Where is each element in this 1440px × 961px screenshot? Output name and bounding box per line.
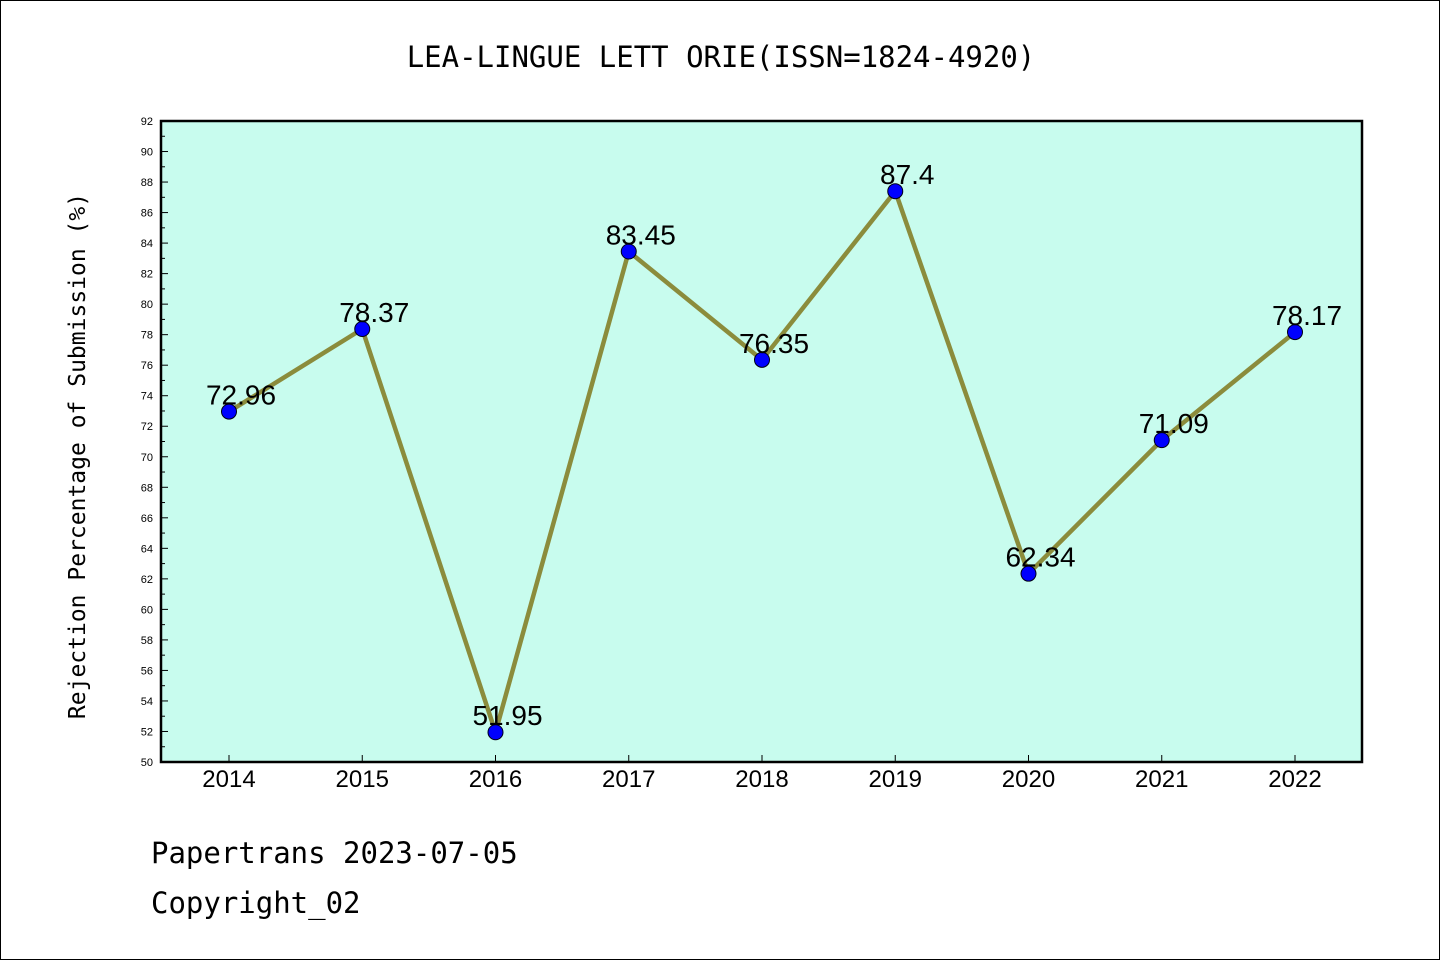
- y-tick-label: 54: [141, 696, 153, 708]
- y-tick-label: 56: [141, 665, 153, 677]
- data-point: [487, 724, 504, 741]
- data-label: 76.35: [739, 328, 809, 359]
- y-tick-label: 88: [141, 177, 153, 189]
- data-label: 78.17: [1272, 300, 1342, 331]
- data-label: 62.34: [1005, 542, 1075, 573]
- y-tick-label: 70: [141, 452, 153, 464]
- plot-area: [161, 121, 1362, 762]
- y-tick-label: 60: [141, 604, 153, 616]
- data-label: 87.4: [880, 159, 935, 190]
- x-tick-label: 2017: [602, 766, 655, 793]
- y-tick-label: 84: [141, 238, 153, 250]
- y-tick-label: 78: [141, 330, 153, 342]
- data-point: [887, 183, 904, 200]
- data-label: 83.45: [606, 219, 676, 250]
- x-tick-label: 2015: [336, 766, 389, 793]
- x-tick-label: 2021: [1135, 766, 1188, 793]
- chart-title: LEA-LINGUE LETT ORIE(ISSN=1824-4920): [407, 40, 1036, 74]
- y-tick-label: 82: [141, 269, 153, 281]
- y-tick-label: 50: [141, 757, 153, 769]
- y-tick-label: 74: [141, 391, 153, 403]
- y-tick-label: 76: [141, 360, 153, 372]
- data-point: [221, 403, 237, 420]
- x-tick-label: 2014: [202, 766, 255, 793]
- data-point: [1020, 565, 1037, 582]
- y-axis-label: Rejection Percentage of Submission (%): [65, 193, 91, 719]
- y-tick-label: 62: [141, 574, 153, 586]
- x-tick-label: 2019: [869, 766, 922, 793]
- data-label: 78.37: [339, 297, 409, 328]
- data-point: [354, 321, 371, 338]
- y-axis-ticks: 50 52 54 56 58 60 62 64 66 68 70 72 74 76 78 80 82 84 86 88…: [141, 116, 168, 769]
- x-tick-label: 2018: [735, 766, 788, 793]
- data-point: [1153, 432, 1170, 449]
- x-tick-label: 2016: [469, 766, 522, 793]
- footer-copyright: Copyright_02: [151, 886, 361, 920]
- data-label: 71.09: [1139, 408, 1209, 439]
- y-tick-label: 80: [141, 299, 153, 311]
- y-tick-label: 64: [141, 543, 153, 555]
- y-tick-label: 52: [141, 726, 153, 738]
- data-point: [1287, 324, 1303, 341]
- y-tick-label: 72: [141, 421, 153, 433]
- y-tick-label: 58: [141, 635, 153, 647]
- x-tick-label: 2020: [1002, 766, 1055, 793]
- x-tick-label: 2022: [1268, 766, 1321, 793]
- y-tick-label: 92: [141, 116, 153, 128]
- plot-border: [159, 119, 1364, 764]
- data-point: [620, 243, 637, 260]
- footer-source: Papertrans 2023-07-05: [151, 836, 518, 870]
- y-tick-label: 90: [141, 147, 153, 159]
- y-tick-label: 86: [141, 208, 153, 220]
- x-axis-ticks: 2014 2015 2016 2017 2018 2019 2020 2021 2022: [202, 755, 1322, 793]
- data-label: 51.95: [472, 700, 542, 731]
- data-label: 72.96: [206, 380, 276, 411]
- series-layer: 72.96 78.37 51.95 83.45 76.35 87.4 62.34 71.09 7…: [206, 159, 1342, 741]
- data-point: [754, 351, 770, 368]
- y-tick-label: 66: [141, 513, 153, 525]
- y-tick-label: 68: [141, 482, 153, 494]
